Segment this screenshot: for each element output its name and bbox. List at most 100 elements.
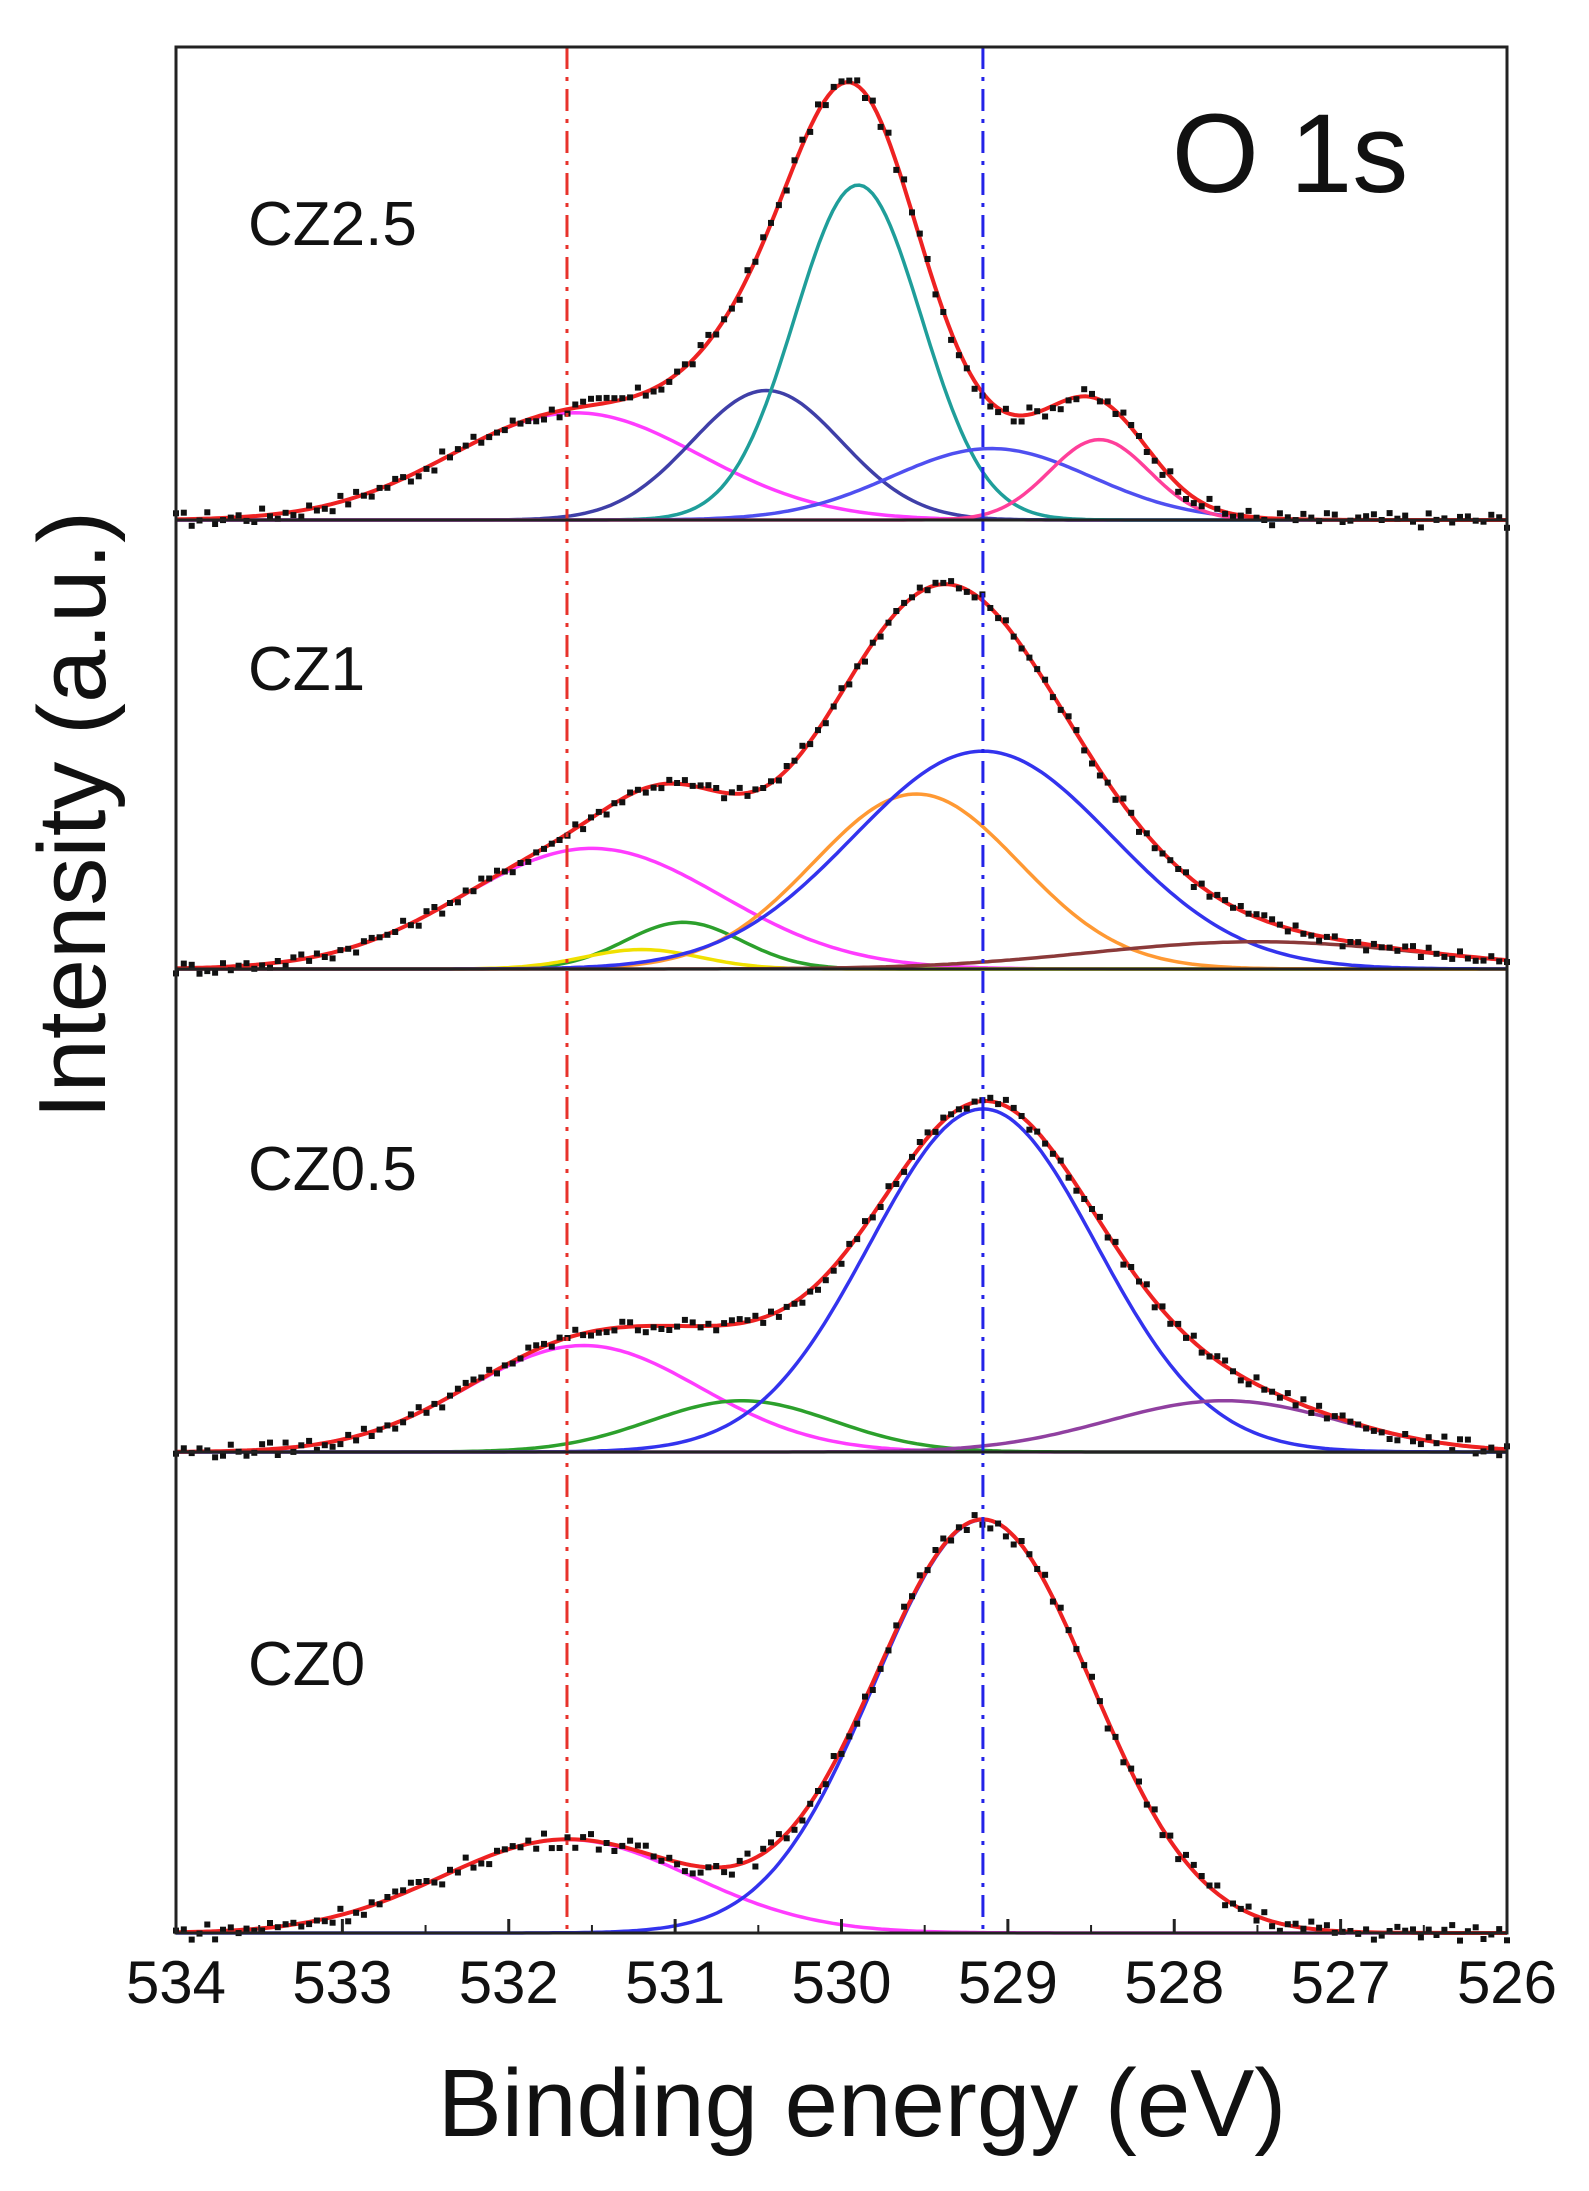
component-curve-cz1-5 — [176, 749, 1507, 971]
data-point — [728, 789, 735, 796]
data-point — [1480, 518, 1487, 525]
data-point — [220, 960, 226, 967]
component-curve-cz0-1 — [175, 1837, 1507, 1935]
data-point — [689, 1319, 696, 1326]
data-points-cz1 — [173, 578, 1510, 977]
data-point — [1449, 519, 1456, 526]
data-point — [1198, 880, 1205, 887]
data-point — [1096, 1213, 1103, 1220]
data-point — [180, 509, 187, 516]
data-point — [478, 1374, 485, 1381]
plot-frame — [174, 45, 1509, 1935]
data-point — [1331, 511, 1338, 518]
data-point — [1206, 495, 1213, 502]
data-point — [1198, 1349, 1205, 1356]
data-point — [525, 418, 532, 425]
data-point — [963, 588, 970, 595]
data-point — [227, 1441, 234, 1448]
data-point — [439, 910, 446, 917]
data-point — [681, 1316, 688, 1323]
data-point — [1410, 1438, 1416, 1445]
data-point — [1284, 514, 1291, 521]
component-curve-cz1-1 — [175, 846, 1507, 971]
panel-cz0: CZ0 — [173, 1512, 1510, 1944]
data-point — [517, 860, 524, 866]
data-point — [392, 929, 399, 935]
data-point — [415, 1879, 422, 1885]
data-point — [838, 685, 845, 692]
data-point — [1253, 911, 1260, 918]
data-point — [353, 1909, 360, 1916]
data-point — [1394, 1923, 1401, 1930]
data-point — [1300, 510, 1307, 517]
data-point — [1488, 1444, 1495, 1451]
data-point — [1081, 747, 1088, 754]
data-point — [541, 1340, 547, 1347]
data-point — [658, 1857, 665, 1864]
data-point — [932, 1547, 939, 1553]
data-point — [869, 1687, 876, 1693]
data-point — [713, 1327, 720, 1334]
data-point — [1002, 405, 1009, 412]
data-point — [955, 585, 962, 592]
data-point — [337, 492, 344, 499]
data-point — [1128, 422, 1135, 428]
data-point — [274, 958, 281, 964]
data-point — [1120, 409, 1127, 416]
data-point — [1018, 1113, 1025, 1119]
data-point — [1026, 1126, 1033, 1133]
data-point — [681, 777, 688, 784]
data-point — [1081, 386, 1088, 393]
data-point — [830, 1753, 837, 1759]
data-point — [1339, 943, 1346, 950]
data-point — [1300, 1396, 1307, 1403]
data-point — [1002, 617, 1009, 624]
data-point — [1331, 1413, 1338, 1420]
data-point — [243, 1452, 250, 1459]
data-point — [1370, 1427, 1377, 1434]
data-point — [1167, 468, 1174, 475]
data-point — [1449, 955, 1456, 962]
data-point — [384, 1894, 391, 1900]
data-point — [760, 1845, 767, 1852]
data-point — [1276, 921, 1283, 928]
data-point — [1253, 514, 1260, 521]
data-point — [1300, 930, 1307, 937]
data-point — [1104, 1234, 1111, 1241]
data-point — [1136, 1278, 1142, 1285]
data-point — [869, 97, 876, 104]
data-point — [274, 1924, 281, 1931]
data-point — [337, 1905, 344, 1912]
data-point — [1323, 1415, 1330, 1422]
data-point — [1096, 398, 1103, 405]
data-point — [572, 1326, 579, 1333]
data-point — [846, 1240, 853, 1247]
data-point — [846, 681, 853, 688]
data-point — [1112, 796, 1119, 803]
data-point — [916, 584, 923, 591]
data-point — [431, 467, 438, 474]
data-point — [1198, 1873, 1205, 1879]
data-point — [251, 519, 258, 525]
data-point — [1034, 1128, 1041, 1135]
data-point — [204, 1447, 211, 1454]
data-point — [384, 1422, 391, 1429]
data-point — [407, 1879, 414, 1886]
data-point — [1323, 933, 1330, 940]
data-point — [627, 1837, 634, 1844]
data-point — [1276, 1394, 1283, 1401]
data-point — [736, 296, 743, 303]
data-point — [1308, 514, 1315, 521]
data-point — [775, 777, 782, 784]
data-point — [650, 1853, 657, 1860]
x-tick-label: 528 — [1124, 1949, 1224, 2016]
data-point — [1190, 1332, 1197, 1339]
data-point — [791, 757, 798, 764]
data-point — [877, 633, 884, 640]
data-point — [666, 776, 673, 783]
data-point — [1034, 408, 1041, 415]
data-point — [1378, 944, 1385, 951]
data-point — [588, 1831, 594, 1838]
data-point — [1449, 1447, 1456, 1454]
data-point — [1183, 869, 1189, 876]
